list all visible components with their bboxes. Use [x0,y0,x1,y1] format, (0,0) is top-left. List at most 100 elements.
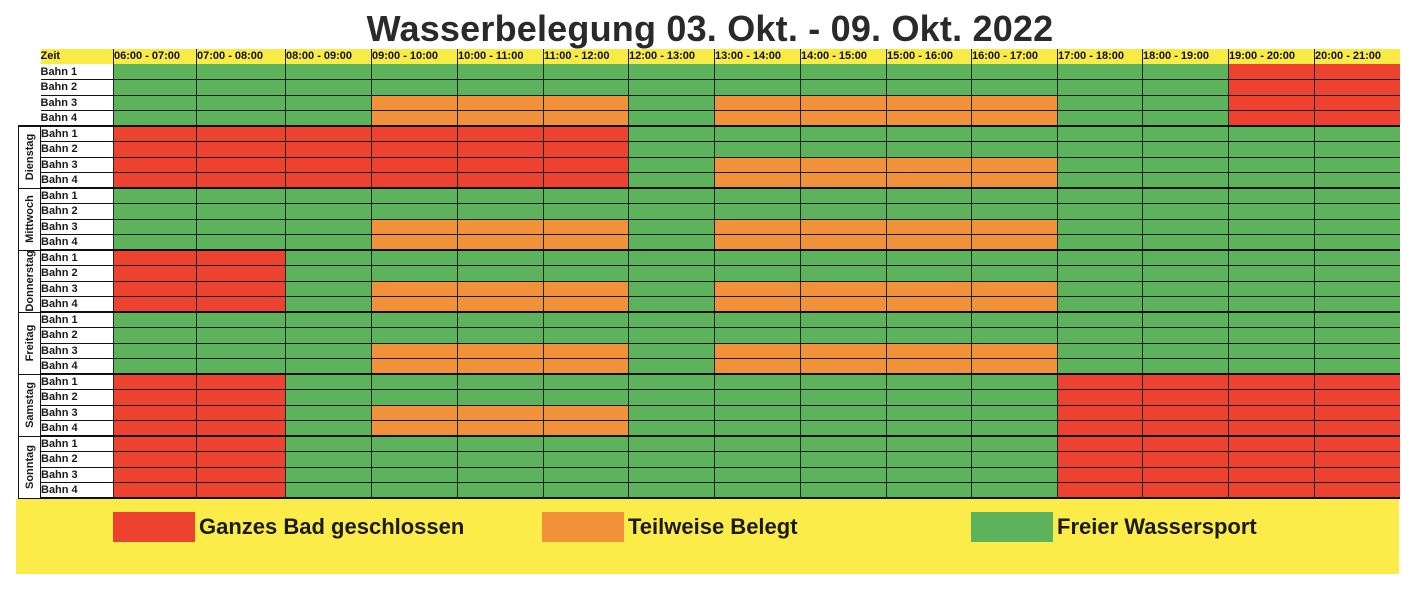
header-time-slot: 12:00 - 13:00 [628,49,715,64]
lane-row: Bahn 4 [19,482,1400,499]
slot-cell [886,95,972,111]
slot-cell [285,436,372,452]
slot-cell [371,219,458,235]
slot-cell [800,436,887,452]
header-time-slot: 11:00 - 12:00 [543,49,629,64]
slot-cell [1228,219,1315,235]
legend-item-closed: Ganzes Bad geschlossen [113,512,464,542]
slot-cell [628,436,715,452]
slot-cell [714,95,801,111]
slot-cell [371,343,458,359]
slot-cell [543,250,629,266]
slot-cell [196,281,286,297]
slot-cell [800,327,887,344]
lane-row: Mittwoch Bahn 1 [18,187,1400,251]
slot-cell [113,482,197,499]
lane-label: Bahn 4 [40,110,114,127]
slot-cell [1142,451,1229,468]
legend: Ganzes Bad geschlossen Teilweise Belegt … [16,499,1399,574]
slot-cell [800,358,887,375]
slot-cell [113,234,197,251]
slot-cell [457,64,544,80]
page-title: Wasserbelegung 03. Okt. - 09. Okt. 2022 [366,8,1054,49]
slot-cell [971,95,1058,111]
lane-row: Bahn 3 [19,467,1400,483]
slot-cell [1314,219,1400,235]
slot-cell [371,389,458,406]
slot-cell [1057,343,1143,359]
lane-label: Bahn 4 [40,234,114,251]
slot-cell [800,141,887,158]
slot-cell [886,467,972,483]
slot-cell [113,451,197,468]
slot-cell [1228,327,1315,344]
slot-cell [371,374,458,390]
slot-cell [971,234,1058,251]
day-label: Samstag [23,382,36,428]
slot-cell [371,172,458,189]
lane-label: Bahn 1 [40,374,114,390]
slot-cell [628,265,715,282]
slot-cell [196,451,286,468]
slot-cell [1314,358,1400,375]
lane-label: Bahn 2 [40,141,114,158]
slot-cell [714,141,801,158]
slot-cell [1142,250,1229,266]
header-time-slot: 07:00 - 08:00 [196,49,286,64]
slot-cell [285,79,372,96]
slot-cell [371,188,458,204]
slot-cell [1228,141,1315,158]
slot-cell [113,219,197,235]
day-label-cell: Donnerstag [18,249,41,313]
slot-cell [1314,250,1400,266]
slot-cell [714,219,801,235]
slot-cell [113,436,197,452]
slot-cell [371,265,458,282]
legend-swatch-free [971,512,1053,542]
slot-cell [285,250,372,266]
slot-cell [1057,203,1143,220]
slot-cell [543,312,629,328]
slot-cell [1142,79,1229,96]
slot-cell [714,172,801,189]
lane-label: Bahn 1 [40,312,114,328]
slot-cell [1228,374,1315,390]
slot-cell [628,95,715,111]
slot-cell [971,327,1058,344]
header-time-slot: 08:00 - 09:00 [285,49,372,64]
slot-cell [543,374,629,390]
slot-cell [628,296,715,313]
slot-cell [800,265,887,282]
slot-cell [457,467,544,483]
slot-cell [196,141,286,158]
slot-cell [714,312,801,328]
slot-cell [971,141,1058,158]
slot-cell [1228,467,1315,483]
slot-cell [371,327,458,344]
slot-cell [800,110,887,127]
slot-cell [800,157,887,173]
slot-cell [714,343,801,359]
slot-cell [285,343,372,359]
slot-cell [628,219,715,235]
slot-cell [1142,281,1229,297]
slot-cell [1142,172,1229,189]
header-time-slot: 18:00 - 19:00 [1142,49,1229,64]
slot-cell [285,389,372,406]
lane-row: Bahn 3 [19,219,1400,235]
slot-cell [800,296,887,313]
slot-cell [543,219,629,235]
slot-cell [1314,234,1400,251]
slot-cell [1314,203,1400,220]
slot-cell [196,126,286,142]
slot-cell [1228,95,1315,111]
lane-row: Bahn 4 [19,110,1400,127]
slot-cell [113,188,197,204]
slot-cell [457,126,544,142]
slot-cell [971,188,1058,204]
slot-cell [113,95,197,111]
slot-cell [800,234,887,251]
slot-cell [1228,420,1315,437]
slot-cell [285,467,372,483]
slot-cell [1228,296,1315,313]
